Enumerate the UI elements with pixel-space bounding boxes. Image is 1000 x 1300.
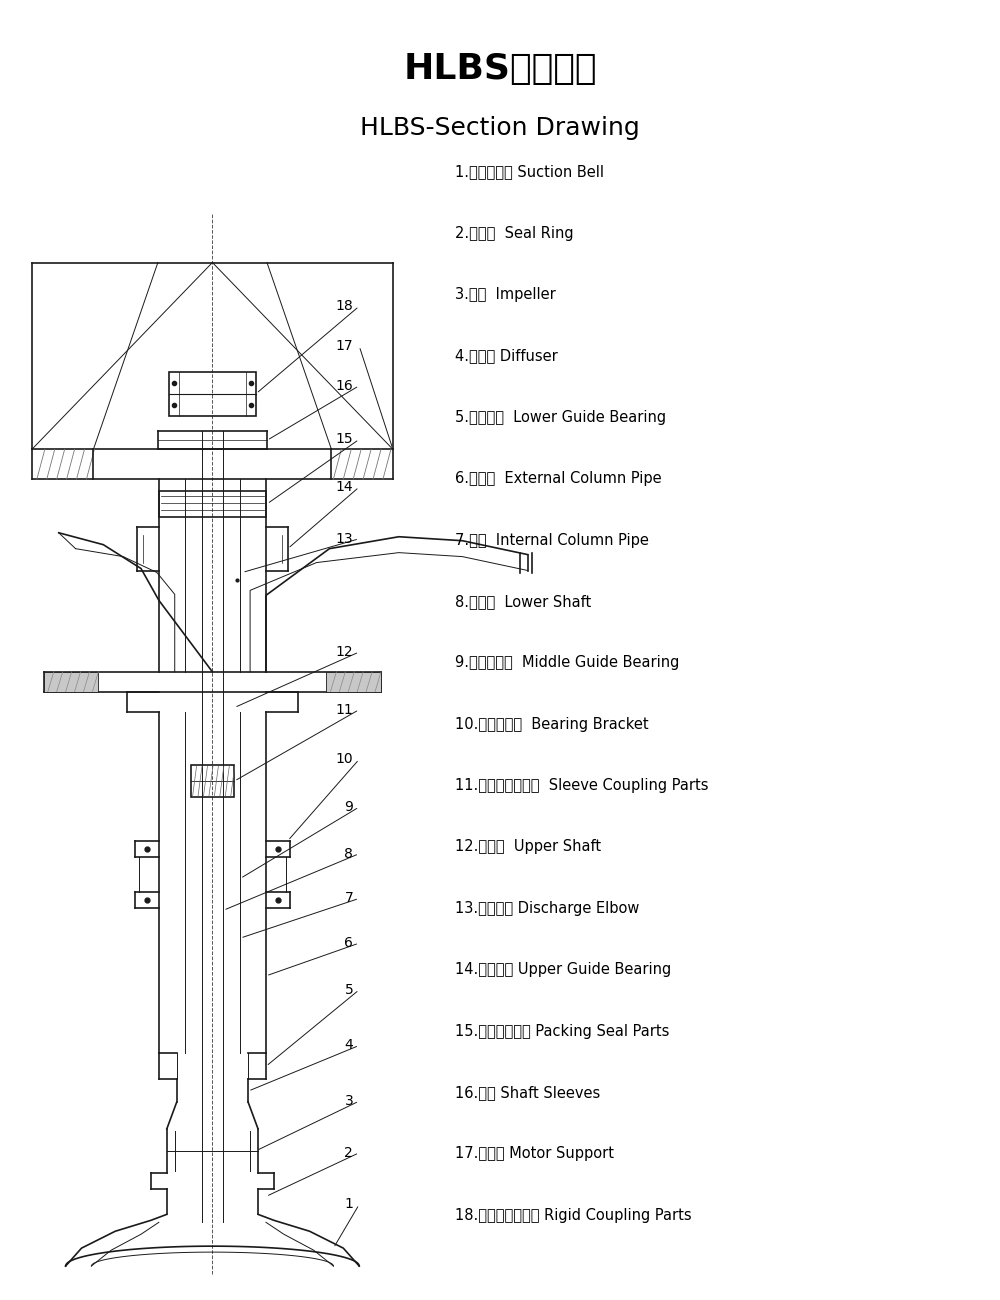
Text: 13: 13 [336, 532, 353, 546]
Text: 6.外接管  External Column Pipe: 6.外接管 External Column Pipe [455, 472, 662, 486]
Bar [326, 672, 381, 692]
Bar [159, 491, 266, 517]
Text: 12: 12 [336, 645, 353, 659]
Text: 9.中间导轴承  Middle Guide Bearing: 9.中间导轴承 Middle Guide Bearing [455, 655, 680, 671]
Text: 10.中间轴承座  Bearing Bracket: 10.中间轴承座 Bearing Bracket [455, 716, 649, 732]
Text: 13.出水弯管 Discharge Elbow: 13.出水弯管 Discharge Elbow [455, 901, 640, 915]
Text: HLBS-Section Drawing: HLBS-Section Drawing [360, 117, 640, 140]
Text: 12.上主轴  Upper Shaft: 12.上主轴 Upper Shaft [455, 840, 602, 854]
Text: 14: 14 [336, 480, 353, 494]
Text: 3: 3 [344, 1095, 353, 1108]
Text: 1.吸入喇叭口 Suction Bell: 1.吸入喇叭口 Suction Bell [455, 165, 604, 179]
Text: 8.下主轴  Lower Shaft: 8.下主轴 Lower Shaft [455, 594, 592, 610]
Text: 15.填料密封部件 Packing Seal Parts: 15.填料密封部件 Packing Seal Parts [455, 1023, 670, 1039]
Text: 16.轴套 Shaft Sleeves: 16.轴套 Shaft Sleeves [455, 1086, 601, 1100]
Text: 18: 18 [335, 299, 353, 313]
Bar [191, 766, 234, 797]
Text: 18.刚性联轴器部件 Rigid Coupling Parts: 18.刚性联轴器部件 Rigid Coupling Parts [455, 1208, 692, 1222]
Text: 17: 17 [336, 339, 353, 354]
Text: 4: 4 [344, 1039, 353, 1053]
Text: 4.导叶体 Diffuser: 4.导叶体 Diffuser [455, 348, 558, 364]
Text: 7.护管  Internal Column Pipe: 7.护管 Internal Column Pipe [455, 533, 649, 547]
Text: HLBS型结构图: HLBS型结构图 [403, 52, 597, 86]
Text: 17.电机座 Motor Support: 17.电机座 Motor Support [455, 1147, 614, 1161]
Text: 11.套筒联轴器部件  Sleeve Coupling Parts: 11.套筒联轴器部件 Sleeve Coupling Parts [455, 779, 709, 793]
Text: 8: 8 [344, 846, 353, 861]
Text: 11: 11 [335, 702, 353, 716]
Bar [169, 372, 256, 416]
Text: 6: 6 [344, 936, 353, 950]
Text: 1: 1 [344, 1197, 353, 1212]
Text: 2: 2 [344, 1145, 353, 1160]
Text: 3.叶轮  Impeller: 3.叶轮 Impeller [455, 287, 556, 303]
Text: 9: 9 [344, 800, 353, 814]
Text: 15: 15 [336, 433, 353, 446]
Text: 10: 10 [336, 753, 353, 766]
Text: 14.上导轴承 Upper Guide Bearing: 14.上导轴承 Upper Guide Bearing [455, 962, 672, 978]
Text: 5: 5 [344, 983, 353, 997]
Text: 5.下导轴承  Lower Guide Bearing: 5.下导轴承 Lower Guide Bearing [455, 410, 666, 425]
Text: 2.密封环  Seal Ring: 2.密封环 Seal Ring [455, 226, 574, 240]
Bar [44, 672, 98, 692]
Text: 16: 16 [335, 378, 353, 393]
Text: 7: 7 [344, 892, 353, 905]
